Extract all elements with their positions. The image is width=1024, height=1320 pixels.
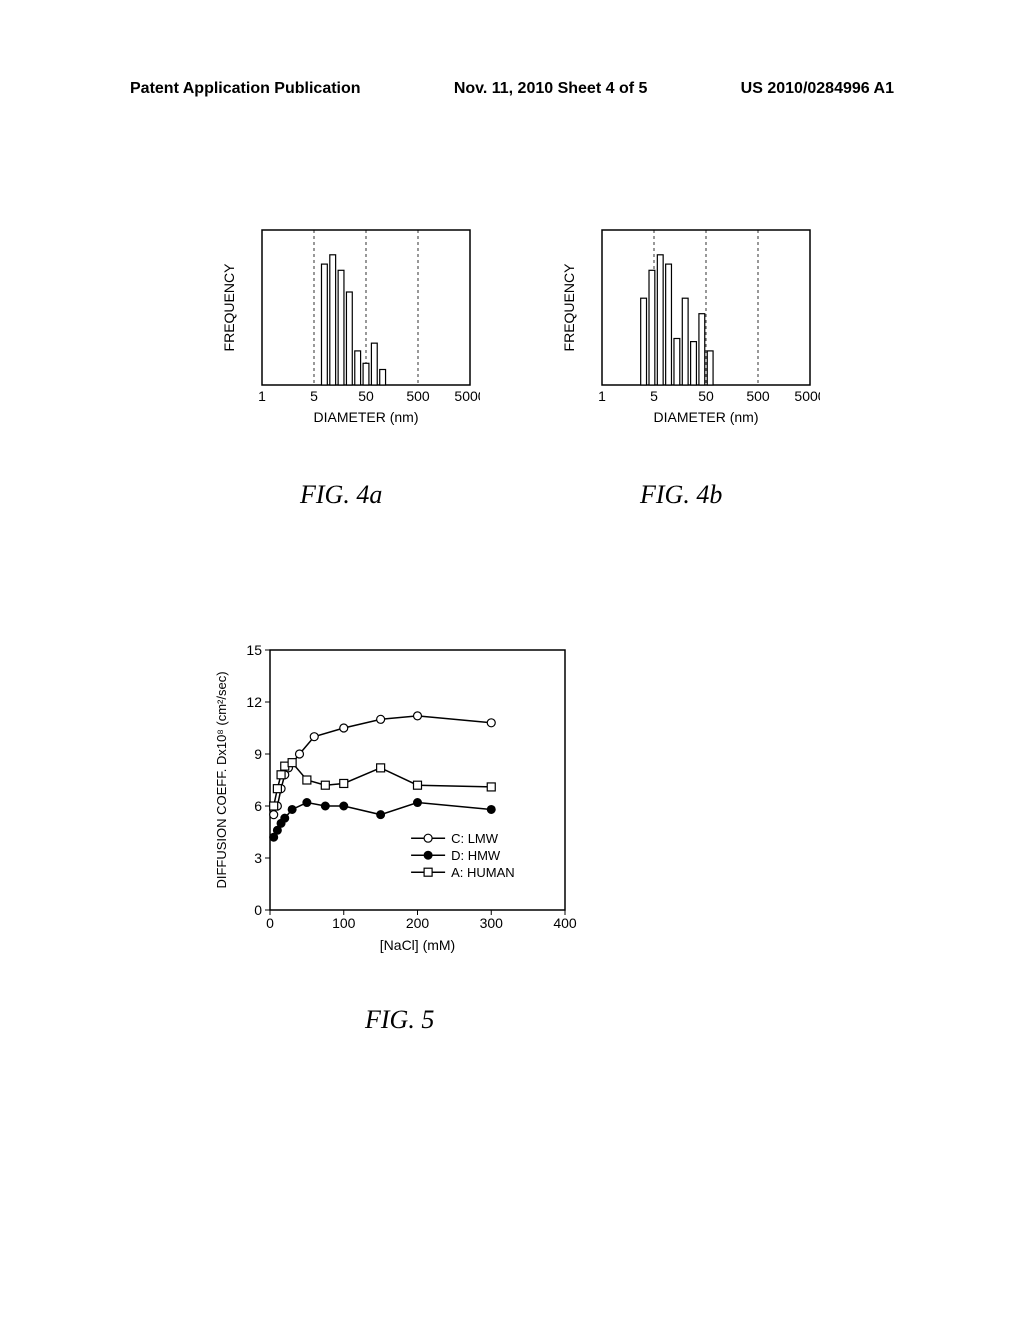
svg-text:FREQUENCY: FREQUENCY — [221, 263, 237, 352]
svg-text:15: 15 — [246, 642, 262, 658]
svg-text:C: LMW: C: LMW — [451, 831, 499, 846]
header-center: Nov. 11, 2010 Sheet 4 of 5 — [454, 80, 648, 98]
fig4b-label: FIG. 4b — [640, 480, 722, 510]
svg-text:D: HMW: D: HMW — [451, 848, 501, 863]
svg-text:9: 9 — [254, 746, 262, 762]
svg-text:1: 1 — [258, 388, 266, 404]
svg-text:DIAMETER (nm): DIAMETER (nm) — [314, 409, 419, 425]
svg-text:5: 5 — [310, 388, 318, 404]
chart-fig4b: 1 5 50 500 5000 DIAMETER (nm) FREQUENCY — [560, 220, 820, 430]
svg-text:5000: 5000 — [794, 388, 820, 404]
svg-text:300: 300 — [480, 915, 504, 931]
svg-text:5: 5 — [650, 388, 658, 404]
fig5-label: FIG. 5 — [365, 1005, 434, 1035]
svg-text:200: 200 — [406, 915, 430, 931]
svg-text:500: 500 — [746, 388, 770, 404]
svg-text:A: HUMAN: A: HUMAN — [451, 865, 515, 880]
svg-text:DIAMETER (nm): DIAMETER (nm) — [654, 409, 759, 425]
svg-text:FREQUENCY: FREQUENCY — [561, 263, 577, 352]
svg-text:0: 0 — [254, 902, 262, 918]
chart-fig5: 0 3 6 9 12 15 0 100 200 300 400 C: LMW D: HMW A: HUMA… — [210, 640, 580, 960]
svg-text:6: 6 — [254, 798, 262, 814]
svg-text:3: 3 — [254, 850, 262, 866]
svg-text:500: 500 — [406, 388, 430, 404]
header-right: US 2010/0284996 A1 — [741, 80, 894, 98]
svg-text:100: 100 — [332, 915, 356, 931]
svg-text:5000: 5000 — [454, 388, 480, 404]
svg-text:12: 12 — [246, 694, 262, 710]
chart-fig4a: 1 5 50 500 5000 DIAMETER (nm) FREQUENCY — [220, 220, 480, 430]
header-left: Patent Application Publication — [130, 80, 361, 98]
svg-text:DIFFUSION COEFF. Dx10⁸ (cm²/se: DIFFUSION COEFF. Dx10⁸ (cm²/sec) — [214, 671, 229, 888]
svg-text:50: 50 — [358, 388, 374, 404]
svg-text:[NaCl] (mM): [NaCl] (mM) — [380, 937, 455, 953]
fig4a-label: FIG. 4a — [300, 480, 382, 510]
page-header: Patent Application Publication Nov. 11, … — [0, 80, 1024, 98]
svg-text:50: 50 — [698, 388, 714, 404]
svg-text:1: 1 — [598, 388, 606, 404]
svg-text:0: 0 — [266, 915, 274, 931]
svg-text:400: 400 — [553, 915, 577, 931]
